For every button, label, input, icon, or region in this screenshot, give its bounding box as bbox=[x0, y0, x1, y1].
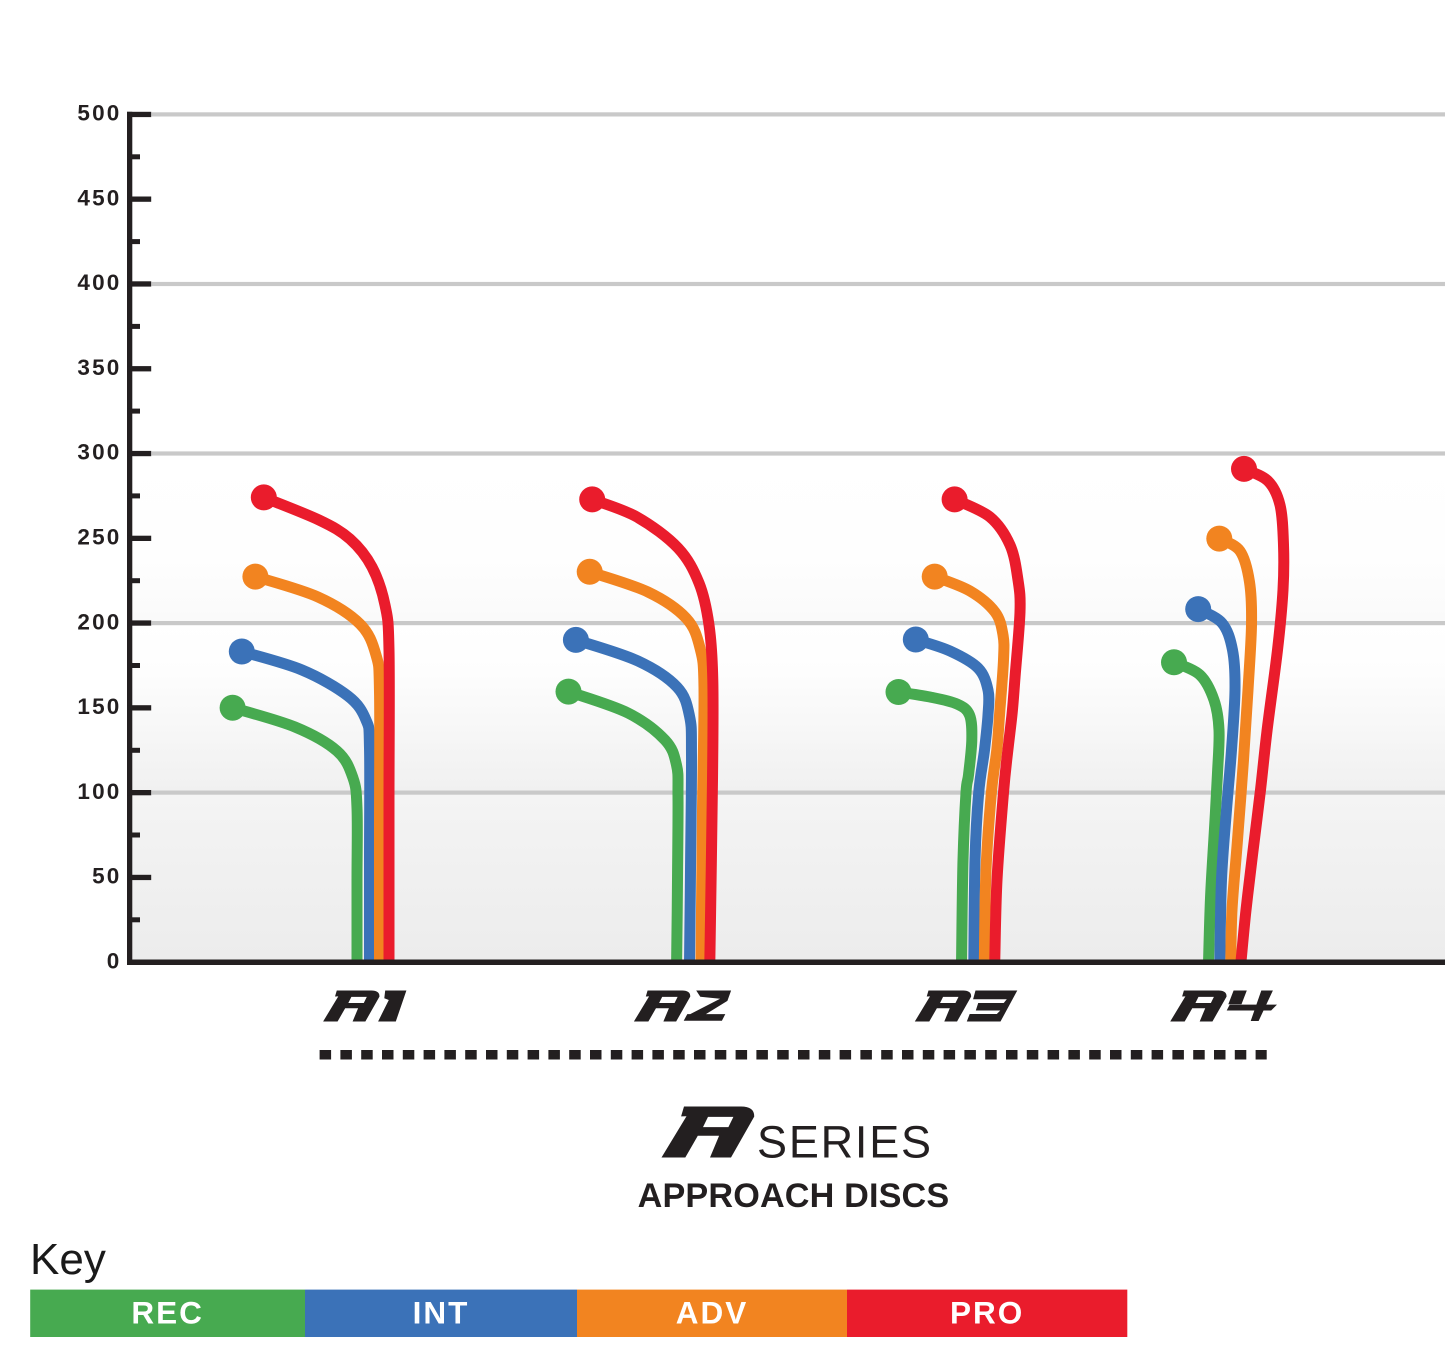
svg-text:400: 400 bbox=[77, 270, 121, 295]
svg-text:INT: INT bbox=[413, 1295, 470, 1331]
svg-text:ADV: ADV bbox=[676, 1295, 749, 1331]
svg-text:50: 50 bbox=[92, 864, 121, 889]
svg-text:250: 250 bbox=[77, 525, 121, 550]
svg-text:200: 200 bbox=[77, 609, 121, 634]
svg-text:Key: Key bbox=[30, 1235, 106, 1284]
svg-text:150: 150 bbox=[77, 694, 121, 719]
svg-text:350: 350 bbox=[77, 355, 121, 380]
svg-text:APPROACH DISCS: APPROACH DISCS bbox=[638, 1177, 950, 1215]
svg-text:300: 300 bbox=[77, 440, 121, 465]
svg-text:100: 100 bbox=[77, 779, 121, 804]
svg-text:450: 450 bbox=[77, 185, 121, 210]
svg-text:REC: REC bbox=[131, 1295, 204, 1331]
svg-text:0: 0 bbox=[107, 948, 122, 973]
svg-text:500: 500 bbox=[77, 101, 121, 126]
svg-text:SERIES: SERIES bbox=[757, 1117, 933, 1168]
svg-text:PRO: PRO bbox=[950, 1295, 1024, 1331]
